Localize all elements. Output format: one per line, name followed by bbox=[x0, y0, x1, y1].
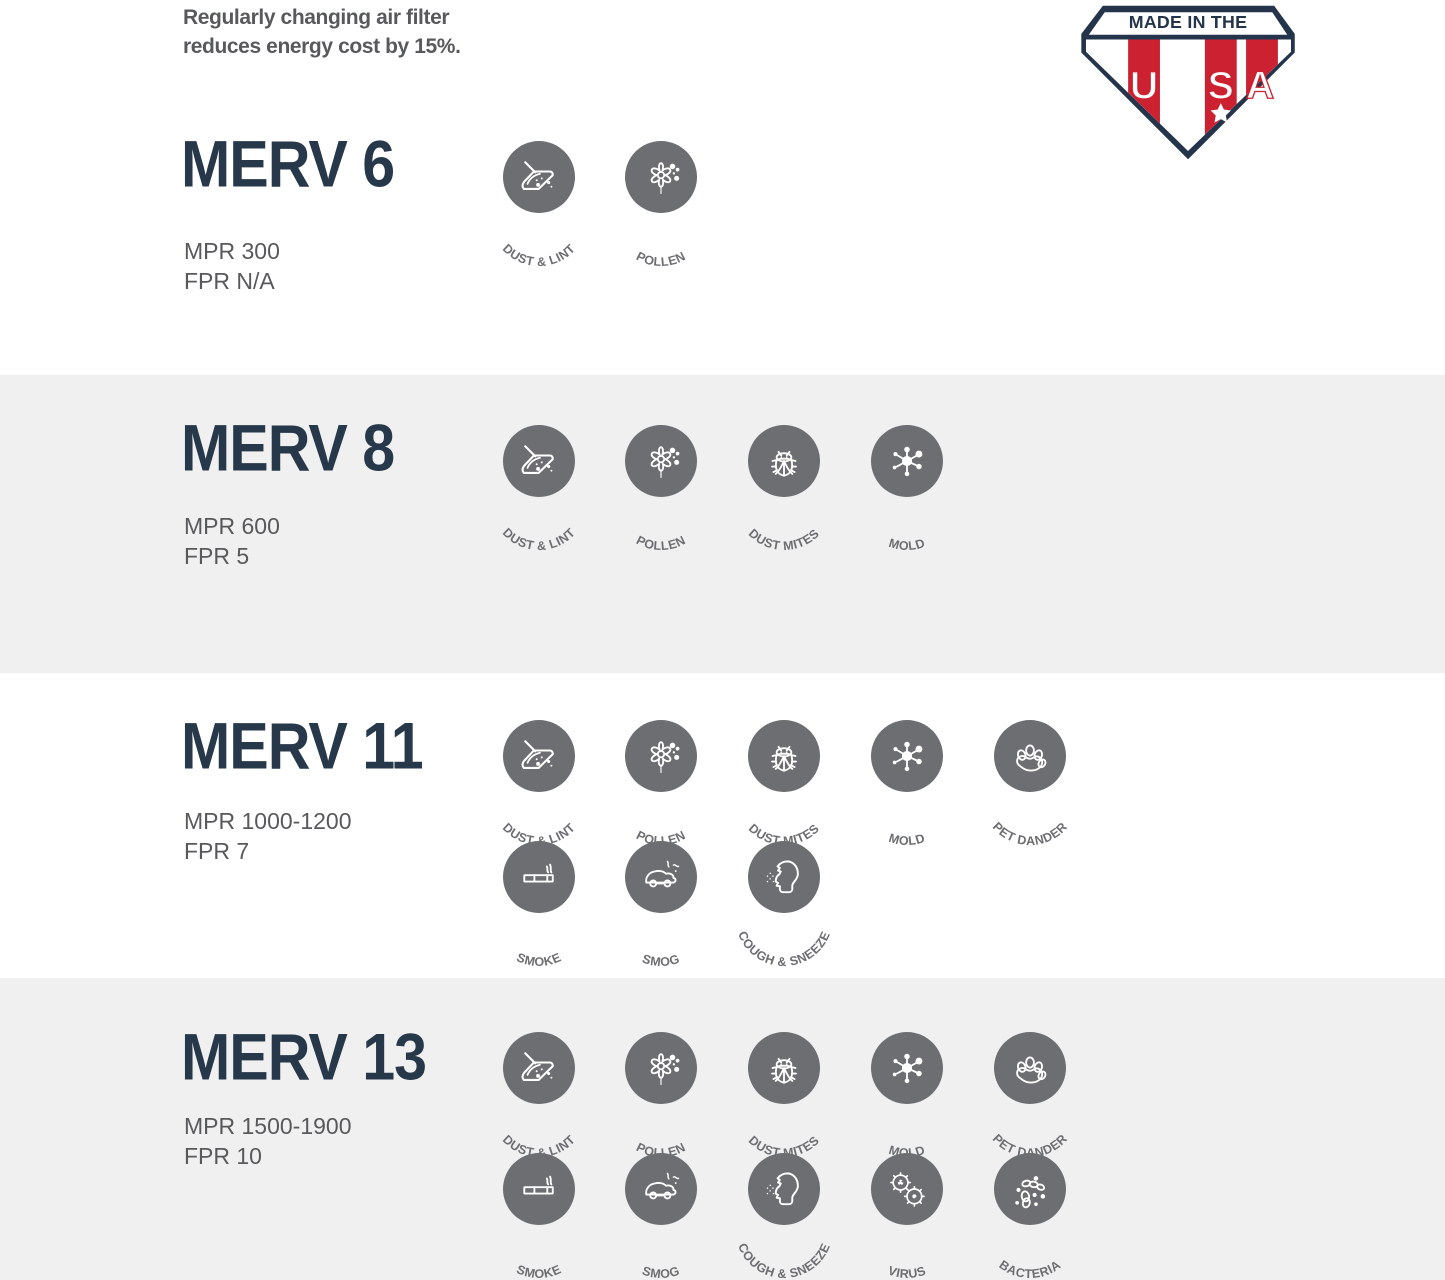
svg-text:VIRUS: VIRUS bbox=[886, 1263, 928, 1280]
svg-text:POLLEN: POLLEN bbox=[634, 533, 688, 553]
svg-text:SMOG: SMOG bbox=[641, 1263, 682, 1280]
svg-text:DUST & LINT: DUST & LINT bbox=[499, 242, 577, 270]
svg-text:SMOG: SMOG bbox=[641, 951, 682, 969]
svg-text:COUGH & SNEEZE: COUGH & SNEEZE bbox=[735, 1241, 833, 1280]
svg-text:U: U bbox=[1130, 63, 1158, 107]
svg-text:A: A bbox=[1246, 63, 1274, 107]
svg-text:BACTERIA: BACTERIA bbox=[997, 1257, 1064, 1280]
svg-text:MOLD: MOLD bbox=[887, 831, 927, 848]
svg-text:SMOKE: SMOKE bbox=[514, 1262, 563, 1280]
svg-text:DUST MITES: DUST MITES bbox=[746, 526, 822, 553]
svg-text:PET DANDER: PET DANDER bbox=[990, 819, 1070, 848]
svg-text:COUGH & SNEEZE: COUGH & SNEEZE bbox=[735, 929, 833, 969]
svg-text:DUST & LINT: DUST & LINT bbox=[499, 526, 577, 554]
svg-text:SMOKE: SMOKE bbox=[514, 950, 563, 969]
svg-text:S: S bbox=[1208, 63, 1234, 107]
svg-text:MOLD: MOLD bbox=[887, 536, 927, 553]
svg-text:MADE IN THE: MADE IN THE bbox=[1129, 12, 1248, 32]
svg-text:POLLEN: POLLEN bbox=[634, 249, 688, 269]
